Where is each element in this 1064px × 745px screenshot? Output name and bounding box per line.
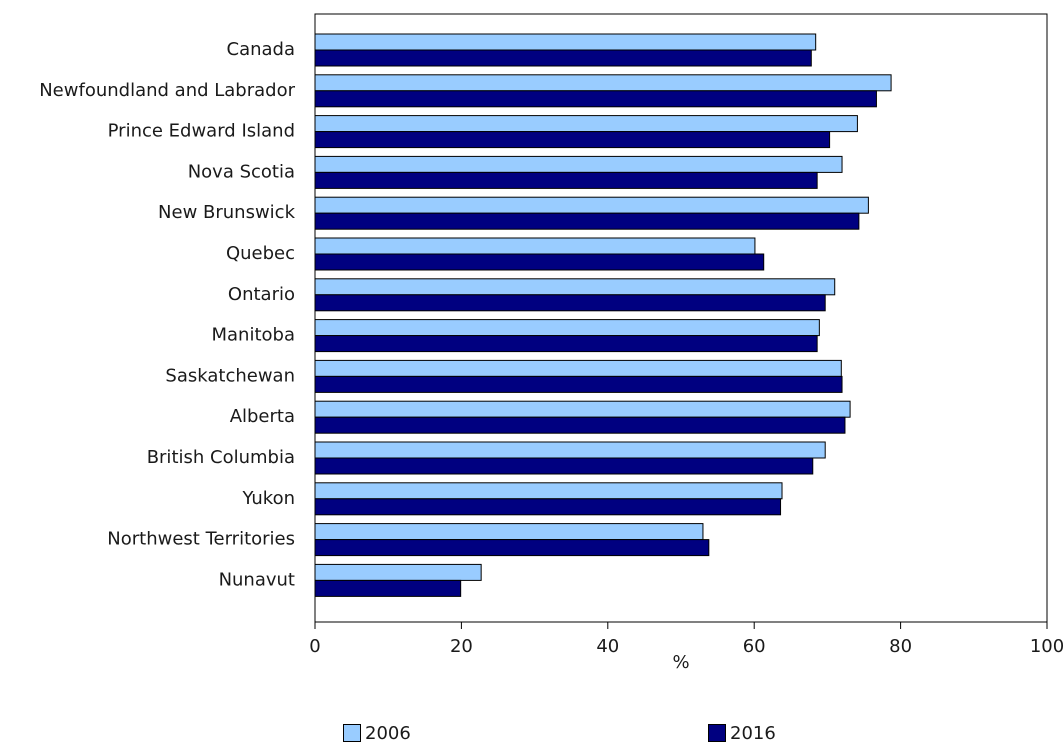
category-label-quebec: Quebec <box>226 243 295 264</box>
category-label-new-brunswick: New Brunswick <box>158 202 296 223</box>
plot-area-frame <box>314 13 1048 623</box>
category-label-alberta: Alberta <box>230 406 295 427</box>
legend-item-2006: 2006 <box>343 722 411 744</box>
legend-label-2006: 2006 <box>365 722 411 744</box>
category-labels: Canada Newfoundland and Labrador Prince Ed… <box>39 39 295 590</box>
category-label-yukon: Yukon <box>241 488 295 509</box>
category-label-british-columbia: British Columbia <box>147 447 295 468</box>
bar-newfoundland-and-labrador-2016 <box>314 90 877 108</box>
bar-yukon-2006 <box>314 482 783 500</box>
bars-layer <box>314 33 892 597</box>
bar-northwest-territories-2006 <box>314 523 704 541</box>
category-label-northwest-territories: Northwest Territories <box>107 529 295 550</box>
category-label-prince-edward-island: Prince Edward Island <box>108 121 295 142</box>
x-tick-label-0: 0 <box>309 636 320 657</box>
bar-alberta-2016 <box>314 416 846 434</box>
bar-british-columbia-2016 <box>314 457 814 475</box>
bar-alberta-2006 <box>314 400 851 418</box>
bar-yukon-2016 <box>314 498 782 516</box>
bar-quebec-2016 <box>314 253 765 271</box>
bar-prince-edward-island-2016 <box>314 131 831 149</box>
x-tick-label-100: 100 <box>1030 636 1064 657</box>
bar-new-brunswick-2006 <box>314 196 869 214</box>
bar-ontario-2016 <box>314 294 826 312</box>
legend-swatch-2016 <box>708 724 726 742</box>
legend-item-2016: 2016 <box>708 722 776 744</box>
legend-swatch-2006 <box>343 724 361 742</box>
bar-canada-2016 <box>314 49 812 67</box>
bar-northwest-territories-2016 <box>314 539 710 557</box>
x-axis-ticks: 0 20 40 60 80 100 <box>309 622 1064 657</box>
category-label-nunavut: Nunavut <box>219 569 295 590</box>
legend-label-2016: 2016 <box>730 722 776 744</box>
bar-newfoundland-and-labrador-2006 <box>314 74 892 92</box>
bar-quebec-2006 <box>314 237 756 255</box>
category-label-saskatchewan: Saskatchewan <box>165 365 295 386</box>
x-tick-label-40: 40 <box>596 636 619 657</box>
category-label-canada: Canada <box>227 39 296 60</box>
bar-nunavut-2006 <box>314 563 482 581</box>
bar-saskatchewan-2016 <box>314 375 843 393</box>
bar-new-brunswick-2016 <box>314 212 860 230</box>
bar-nova-scotia-2006 <box>314 155 843 173</box>
x-tick-label-20: 20 <box>450 636 473 657</box>
bar-ontario-2006 <box>314 278 836 296</box>
bar-nova-scotia-2016 <box>314 171 818 189</box>
bar-nunavut-2016 <box>314 579 462 597</box>
category-label-nova-scotia: Nova Scotia <box>188 161 295 182</box>
category-label-newfoundland-and-labrador: Newfoundland and Labrador <box>39 80 295 101</box>
x-tick-label-60: 60 <box>743 636 766 657</box>
bar-manitoba-2006 <box>314 319 820 337</box>
x-axis-title: % <box>672 652 689 673</box>
x-tick-label-80: 80 <box>889 636 912 657</box>
bar-canada-2006 <box>314 33 817 51</box>
category-label-ontario: Ontario <box>228 284 295 305</box>
category-label-manitoba: Manitoba <box>212 325 296 346</box>
bar-prince-edward-island-2006 <box>314 115 858 133</box>
bar-manitoba-2016 <box>314 335 818 353</box>
bar-british-columbia-2006 <box>314 441 826 459</box>
bar-saskatchewan-2006 <box>314 359 842 377</box>
